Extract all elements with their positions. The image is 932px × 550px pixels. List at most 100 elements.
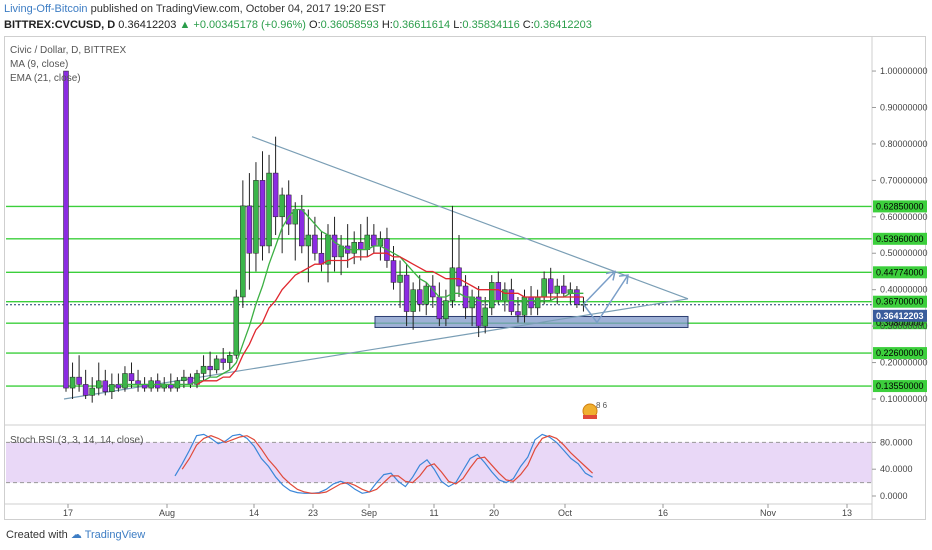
rsi-band (6, 441, 872, 484)
indicator-lines (118, 208, 584, 386)
ideas-badge-icon: 8 6 (582, 401, 608, 419)
legend-ema: EMA (21, close) (10, 73, 81, 84)
level-badge (873, 232, 927, 245)
candle-body (495, 282, 502, 301)
legend-pair: Civic / Dollar, D, BITTREX (10, 45, 127, 56)
candle-body (403, 274, 410, 312)
candle-body (305, 234, 312, 247)
candle-body (220, 358, 226, 363)
author-link[interactable]: Living-Off-Bitcoin (4, 3, 88, 15)
price-tick-label: 0.20000000 (880, 358, 928, 368)
candle-body (554, 285, 560, 294)
high-value: 0.36611614 (392, 19, 451, 31)
last-price-label: 0.36412203 (876, 311, 924, 321)
candle-body (436, 296, 443, 320)
time-tick-label: Sep (361, 508, 377, 518)
candle-body (181, 376, 187, 382)
candle-body (285, 194, 292, 225)
time-tick-label: 11 (429, 508, 438, 518)
symbol: BITTREX:CVCUSD, D (4, 19, 116, 31)
price-tick-label: 0.60000000 (880, 212, 928, 222)
time-tick-label: 23 (308, 508, 318, 518)
time-tick-label: 14 (249, 508, 259, 518)
candle-body (430, 285, 436, 298)
candle-body (227, 355, 233, 363)
price-tick-label: 1.00000000 (880, 66, 928, 76)
support-rect (374, 315, 689, 328)
candle-body (213, 358, 220, 371)
candle-body (482, 307, 488, 327)
created-with: Created with (6, 529, 68, 541)
time-tick-label: 16 (658, 508, 668, 518)
candle-body (272, 172, 279, 218)
candle-body (449, 267, 456, 301)
candle-body (547, 278, 554, 294)
candle-body (390, 260, 397, 283)
time-tick-label: Nov (760, 508, 777, 518)
candle-body (502, 289, 508, 301)
rsi-band-fill (6, 442, 872, 483)
price-tick-label: 0.40000000 (880, 285, 928, 295)
candle-body (240, 205, 246, 298)
candle-body (96, 380, 102, 389)
candle-body (515, 311, 521, 316)
level-badge (873, 200, 927, 213)
arrowhead-upper (605, 270, 616, 281)
level-label: 0.44774000 (876, 267, 924, 277)
arrowhead-lower (618, 274, 629, 285)
candle-body (200, 365, 207, 374)
level-badge (873, 295, 927, 308)
footer: Created with ☁ TradingView (6, 528, 145, 541)
price-tick-label: 0.80000000 (880, 139, 928, 149)
candle-body (456, 267, 462, 287)
candle-body (76, 376, 82, 385)
level-label: 0.36700000 (876, 297, 924, 307)
high-label: H: (381, 19, 393, 31)
legend-ma: MA (9, close) (10, 59, 69, 70)
tradingview-link[interactable]: TradingView (84, 529, 146, 541)
ema-line (196, 252, 584, 385)
candle-body (102, 380, 109, 392)
time-tick-label: 17 (63, 508, 73, 518)
level-badge (873, 347, 927, 360)
level-label: 0.62850000 (876, 201, 924, 211)
level-label: 0.13550000 (876, 381, 924, 391)
candle-body (246, 205, 253, 254)
price-tick-label: 0.10000000 (880, 394, 928, 404)
candle-body (351, 242, 357, 254)
rsi-tick-label: 40.0000 (880, 464, 913, 474)
candle-body (325, 234, 331, 265)
price-tick-label: 0.90000000 (880, 102, 928, 112)
candle-body (69, 376, 76, 389)
candle-body (233, 296, 240, 356)
candle-body (416, 289, 423, 305)
candle-body (371, 234, 377, 247)
low-label: L: (453, 19, 463, 31)
time-tick-label: Aug (159, 508, 175, 518)
price-change: ▲ +0.00345178 (+0.96%) (179, 19, 306, 31)
candle-body (331, 234, 338, 258)
candle-body (358, 242, 364, 250)
candle-body (377, 238, 384, 247)
stoch-d-line (181, 435, 594, 494)
candle-body (534, 296, 541, 309)
candle-body (475, 296, 482, 327)
arrow-path-lower (582, 274, 629, 324)
candle-body (364, 234, 371, 250)
lower-trendline (63, 298, 689, 400)
candle-body (521, 296, 528, 316)
candle-body (259, 180, 266, 247)
candle-body (122, 373, 128, 389)
candle-body (253, 180, 259, 254)
badge-ribbon (583, 415, 597, 419)
open-label: O: (309, 19, 321, 31)
rsi-tick-label: 0.0000 (880, 491, 908, 501)
candle-body (89, 387, 95, 396)
rsi-tick-label: 80.0000 (880, 437, 913, 447)
level-badge (873, 380, 927, 393)
candle-body (541, 278, 547, 298)
candle-body (279, 194, 285, 218)
candle-body (194, 373, 200, 385)
price-axis: 1.00000000 0.90000000 0.80000000 0.70000000… (871, 37, 928, 519)
